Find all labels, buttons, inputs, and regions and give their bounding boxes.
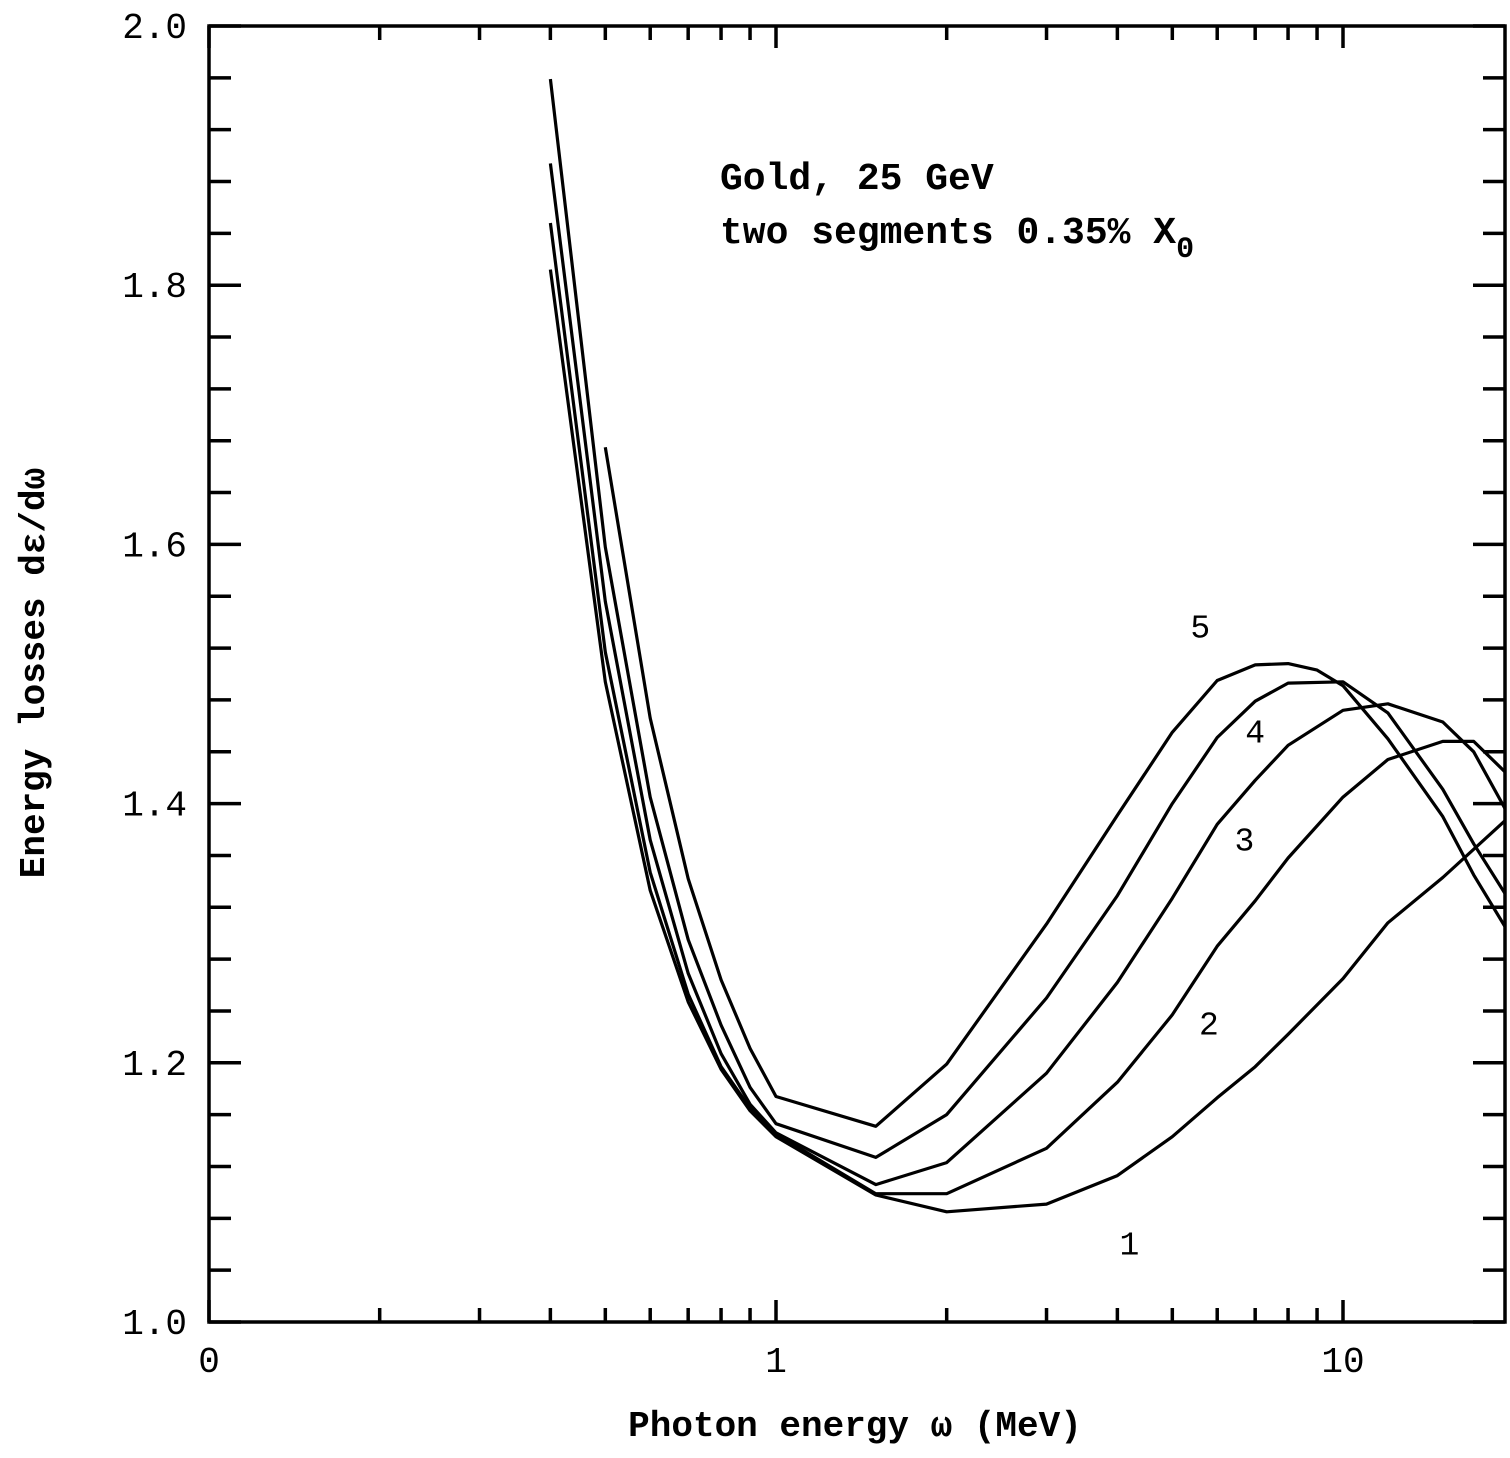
annotation-line-2-main: two segments 0.35% X [720,212,1176,255]
curve-label-5: 5 [1190,611,1210,648]
x-tick-label: 10 [1321,1342,1364,1383]
curve-labels: 1 2 3 4 5 [1119,611,1265,1265]
x-axis-title: Photon energy ω (MeV) [628,1406,1082,1447]
series-line-4 [548,78,1505,1160]
y-tick-label: 1.6 [122,526,187,567]
y-tick-label: 1.4 [122,786,187,827]
y-tick-label: 1.2 [122,1045,187,1086]
x-tick-label: 0 [198,1342,220,1383]
curve-label-2: 2 [1199,1007,1219,1044]
plot-frame [207,24,1507,1324]
annotation-line-2: two segments 0.35% X0 [720,212,1194,267]
annotation-line-2-subscript: 0 [1176,233,1194,267]
x-tick-label: 1 [765,1342,787,1383]
series-lines [548,78,1505,1214]
series-line-5 [603,446,1505,1128]
series-line-1 [548,269,1505,1214]
curve-label-1: 1 [1119,1228,1139,1265]
y-tick-label: 2.0 [122,8,187,49]
y-tick-label: 1.0 [122,1304,187,1345]
series-line-2 [548,222,1505,1196]
series-line-3 [548,163,1505,1187]
tick-labels: 1.01.21.41.61.82.00 1 10 [122,8,1364,1383]
curve-label-3: 3 [1234,823,1254,860]
curve-label-4: 4 [1245,716,1265,753]
annotation-line-1: Gold, 25 GeV [720,158,994,201]
y-tick-label: 1.8 [122,267,187,308]
y-axis-title: Energy losses dε/dω [14,468,55,878]
